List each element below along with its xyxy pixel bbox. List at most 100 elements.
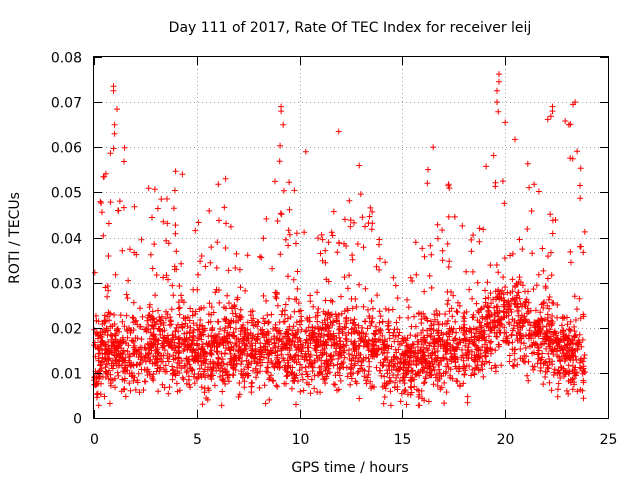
data-point xyxy=(382,385,389,392)
data-point xyxy=(119,318,126,325)
data-point xyxy=(465,340,472,347)
data-point xyxy=(176,311,183,318)
data-point xyxy=(428,355,435,362)
data-point xyxy=(176,343,182,350)
data-point xyxy=(577,386,584,393)
data-point xyxy=(277,251,284,258)
data-point xyxy=(554,370,561,377)
data-point xyxy=(160,319,167,326)
data-point xyxy=(540,267,547,274)
data-point xyxy=(282,301,289,308)
data-point xyxy=(549,108,556,115)
data-point xyxy=(174,359,181,366)
data-point xyxy=(333,317,340,324)
data-point xyxy=(190,320,197,327)
data-point xyxy=(531,363,538,370)
data-point xyxy=(571,334,578,340)
data-point xyxy=(294,327,301,333)
data-point xyxy=(540,305,547,311)
data-point xyxy=(152,336,159,343)
data-point xyxy=(501,297,508,304)
data-point xyxy=(129,337,136,344)
data-point xyxy=(271,340,278,347)
data-point xyxy=(535,188,542,195)
data-point xyxy=(496,78,502,85)
data-point xyxy=(506,352,513,359)
data-point xyxy=(409,341,416,347)
data-point xyxy=(165,240,172,247)
data-point xyxy=(312,342,319,349)
data-point xyxy=(269,361,276,368)
data-point xyxy=(459,222,466,229)
data-point xyxy=(441,400,448,407)
data-point xyxy=(227,361,234,368)
data-point xyxy=(298,364,305,371)
data-point xyxy=(340,364,347,371)
data-point xyxy=(108,360,115,367)
data-point xyxy=(368,318,375,325)
data-point xyxy=(551,366,558,373)
data-point xyxy=(485,294,492,301)
data-point xyxy=(128,369,135,376)
data-point xyxy=(146,335,153,342)
data-point xyxy=(105,327,111,334)
data-point xyxy=(394,295,401,301)
data-point xyxy=(509,288,516,295)
data-point xyxy=(368,298,375,304)
data-point xyxy=(190,329,196,336)
data-point xyxy=(102,318,109,325)
data-point xyxy=(122,393,129,400)
data-point xyxy=(414,338,421,345)
data-point xyxy=(488,300,495,307)
data-point xyxy=(475,347,482,354)
data-point xyxy=(261,320,268,327)
data-point xyxy=(429,349,436,356)
data-point xyxy=(161,384,168,391)
data-point xyxy=(469,366,476,373)
data-point xyxy=(342,216,348,223)
data-point xyxy=(472,358,479,365)
data-point xyxy=(356,162,363,169)
data-point xyxy=(474,326,481,333)
data-point xyxy=(496,307,503,314)
data-point xyxy=(460,380,467,387)
data-point xyxy=(254,318,261,325)
data-point xyxy=(323,364,330,371)
data-point xyxy=(367,378,374,385)
data-point xyxy=(506,358,513,365)
data-point xyxy=(562,118,569,124)
data-point xyxy=(300,345,306,352)
data-point xyxy=(138,366,145,373)
data-point xyxy=(407,274,414,281)
data-point xyxy=(212,289,219,296)
data-point xyxy=(233,342,240,348)
data-point xyxy=(542,374,549,380)
data-point xyxy=(272,324,279,331)
data-point xyxy=(544,116,551,123)
data-point xyxy=(192,227,199,234)
data-point xyxy=(154,205,161,212)
data-point xyxy=(285,227,292,234)
data-point xyxy=(509,276,516,283)
data-point xyxy=(156,368,163,375)
data-point xyxy=(330,362,337,369)
y-tick-label: 0.06 xyxy=(51,141,82,157)
data-point xyxy=(531,349,537,356)
data-point xyxy=(420,380,427,387)
data-point xyxy=(494,99,500,106)
data-point xyxy=(222,245,229,251)
data-point xyxy=(558,322,565,329)
data-point xyxy=(145,312,152,319)
data-point xyxy=(302,148,309,155)
data-point xyxy=(401,380,408,387)
data-point xyxy=(386,335,393,342)
data-point xyxy=(151,331,157,338)
data-point xyxy=(332,311,339,317)
data-point xyxy=(292,331,299,338)
data-point xyxy=(532,307,539,314)
data-point xyxy=(150,343,157,350)
data-point xyxy=(580,395,587,402)
data-point xyxy=(421,397,428,404)
data-point xyxy=(230,332,237,339)
data-point xyxy=(448,350,454,357)
